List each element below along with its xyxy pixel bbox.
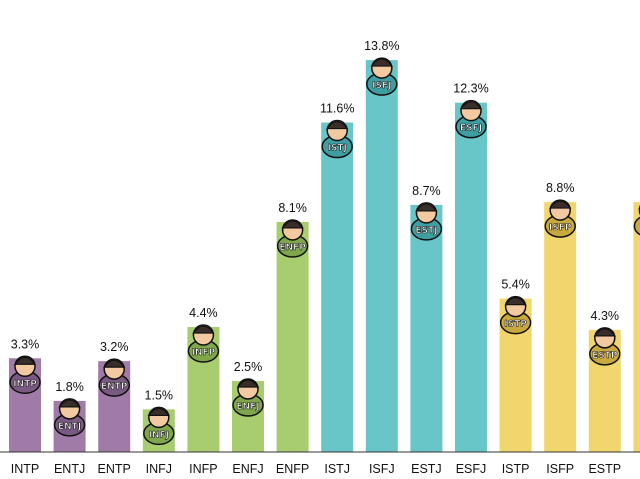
character-hair [459,101,483,110]
character-hair [549,200,572,209]
value-label-estj: 8.7% [412,184,441,198]
bar-isfj [365,60,398,453]
value-label-esfj: 12.3% [453,82,488,96]
value-label-entj: 1.8% [55,380,84,394]
x-tick-esfj: ESFJ [456,462,487,476]
bar-enfp [276,221,309,452]
bar-e [633,202,640,452]
character-hair [504,297,527,306]
character-hair [415,203,438,212]
value-label-enfj: 2.5% [234,360,263,374]
bar-isfp [544,202,577,452]
character-istj: ISTJ [321,119,353,159]
character-entj: ENTJ [53,398,86,437]
character-label-estj: ESTJ [415,226,437,236]
character-label-intp: INTP [13,379,37,389]
value-label-isfj: 13.8% [364,39,399,53]
value-label-infj: 1.5% [145,388,174,402]
value-labels-group: 3.3% 1.8% 3.2% 1.5% 4.4% 2.5% 8.1% 11.6% 13.8% 8.… [11,39,620,402]
character-hair [58,399,81,408]
bar-estj [410,204,443,452]
character-hair [103,359,126,368]
bar-istj [321,122,354,452]
character-hair [593,328,616,337]
character-isfp: ISFP [544,199,576,238]
x-tick-isfp: ISFP [546,462,574,476]
value-label-enfp: 8.1% [278,201,307,215]
x-tick-entp: ENTP [98,462,131,476]
character-estp: ESTP [589,327,621,366]
x-tick-istp: ISTP [502,462,530,476]
x-tick-labels-group: INTP ENTJ ENTP INFJ INFP ENFJ ENFP ISTJ ISFJ ESTJ… [11,462,621,476]
character-hair [370,58,393,67]
character-label-esfj: ESFJ [460,124,482,134]
value-label-entp: 3.2% [100,340,129,354]
value-label-isfp: 8.8% [546,181,575,195]
x-tick-entj: ENTJ [54,462,85,476]
character-label-istj: ISTJ [328,144,347,154]
bars-group [9,60,640,453]
character-label-istp: ISTP [504,320,527,330]
x-tick-infj: INFJ [146,462,172,476]
character-label-enfj: ENFJ [236,402,259,412]
character-hair [236,379,260,388]
character-label-estp: ESTP [592,351,618,361]
character-label-enfp: ENFP [279,243,306,253]
character-label-isfj: ISFJ [372,81,391,91]
character-esfj: ESFJ [455,99,487,139]
x-tick-isfj: ISFJ [369,462,395,476]
x-tick-intp: INTP [11,462,39,476]
character-hair [192,325,215,334]
x-tick-infp: INFP [189,462,217,476]
x-tick-istj: ISTJ [324,462,350,476]
x-tick-estp: ESTP [588,462,621,476]
character-label-infp: INFP [192,348,216,358]
character-label-isfp: ISFP [549,223,572,233]
character-intp: INTP [9,355,41,395]
x-tick-enfj: ENFJ [232,462,263,476]
value-label-istp: 5.4% [501,278,530,292]
character-isfj: ISFJ [366,57,398,96]
character-label-entp: ENTP [101,382,128,392]
characters-group: INTP ENTJ ENTP INFJ INFP ENFJ ENFP ISTJ ISFJ ESTJ… [9,57,640,446]
character-label-entj: ENTJ [58,422,81,432]
value-label-estp: 4.3% [591,309,620,323]
character-hair [147,407,170,416]
character-istp: ISTP [499,295,532,335]
character-estj: ESTJ [410,202,443,241]
character-hair [13,356,37,365]
value-label-istj: 11.6% [320,102,355,116]
value-label-intp: 3.3% [11,337,40,351]
character-entp: ENTP [98,358,130,397]
character-hair [326,120,349,130]
bar-esfj [455,102,487,453]
character-label-infj: INFJ [149,430,169,440]
character-enfj: ENFJ [232,378,264,417]
character-infj: INFJ [143,406,175,446]
x-tick-estj: ESTJ [411,462,442,476]
character-enfp: ENFP [276,219,309,258]
value-label-infp: 4.4% [189,306,218,320]
x-tick-enfp: ENFP [276,462,309,476]
character-infp: INFP [187,324,220,363]
character-hair [281,220,304,229]
character-body [633,216,640,236]
